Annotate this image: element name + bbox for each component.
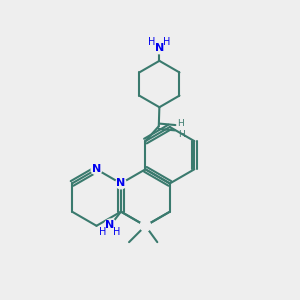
Text: H: H [163, 37, 170, 46]
Text: H: H [98, 227, 106, 238]
Text: H: H [148, 37, 156, 46]
Text: H: H [113, 226, 121, 237]
Text: N: N [116, 178, 126, 188]
Text: H: H [177, 119, 184, 128]
Circle shape [116, 178, 126, 189]
Text: N: N [155, 44, 164, 53]
Text: N: N [92, 164, 101, 174]
Circle shape [140, 220, 151, 231]
Text: H: H [178, 130, 185, 139]
Circle shape [91, 164, 102, 175]
Circle shape [105, 219, 116, 231]
Circle shape [154, 43, 165, 54]
Text: N: N [105, 220, 115, 230]
